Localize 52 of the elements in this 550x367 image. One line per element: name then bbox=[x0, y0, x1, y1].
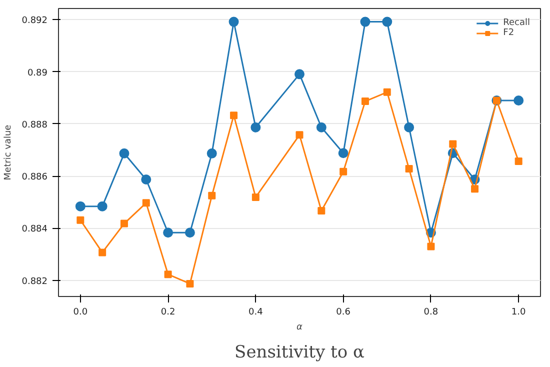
legend-label: Recall bbox=[503, 18, 530, 28]
point bbox=[208, 192, 216, 200]
point bbox=[119, 148, 130, 158]
x-tick-label: 0.2 bbox=[160, 308, 176, 318]
point bbox=[405, 165, 413, 173]
y-tick-label: 0.886 bbox=[22, 172, 48, 183]
point bbox=[186, 280, 194, 288]
text: Sensitivity to α bbox=[234, 342, 365, 362]
point bbox=[294, 69, 304, 80]
x-tick-label: 0.8 bbox=[424, 308, 438, 318]
point bbox=[252, 193, 260, 201]
point bbox=[184, 228, 195, 238]
point bbox=[340, 168, 348, 176]
point bbox=[316, 122, 326, 132]
point bbox=[163, 228, 174, 238]
point bbox=[338, 148, 348, 158]
legend-label: F2 bbox=[503, 28, 516, 38]
x-axis-title: α bbox=[296, 322, 303, 332]
y-tick-label: 0.884 bbox=[22, 224, 48, 235]
point bbox=[97, 201, 108, 212]
point bbox=[427, 242, 435, 250]
point bbox=[75, 201, 86, 212]
point bbox=[206, 148, 217, 158]
point bbox=[230, 112, 238, 120]
point bbox=[250, 122, 261, 132]
y-tick-label: 0.888 bbox=[22, 120, 48, 130]
point bbox=[361, 98, 369, 106]
point bbox=[142, 199, 150, 207]
point bbox=[120, 220, 128, 228]
point bbox=[360, 16, 370, 27]
y-axis-title: Metric value bbox=[4, 124, 14, 180]
point bbox=[76, 216, 84, 224]
y-tick-label: 0.892 bbox=[22, 16, 48, 26]
point bbox=[228, 16, 239, 27]
x-tick-label: 0.4 bbox=[248, 308, 264, 318]
point bbox=[449, 140, 457, 148]
point bbox=[514, 96, 524, 106]
y-tick-label: 0.89 bbox=[27, 68, 48, 78]
point bbox=[318, 207, 326, 214]
x-tick-label: 0.0 bbox=[73, 308, 88, 318]
point bbox=[382, 16, 392, 27]
point bbox=[141, 174, 152, 184]
x-tick-label: 1.0 bbox=[511, 308, 526, 318]
point bbox=[514, 157, 522, 165]
x-tick-label: 0.6 bbox=[336, 308, 351, 318]
point bbox=[296, 131, 304, 139]
point bbox=[471, 185, 479, 193]
point bbox=[98, 248, 106, 256]
point bbox=[164, 270, 172, 278]
point bbox=[404, 122, 414, 132]
y-tick-label: 0.882 bbox=[22, 276, 48, 287]
point bbox=[383, 88, 391, 96]
